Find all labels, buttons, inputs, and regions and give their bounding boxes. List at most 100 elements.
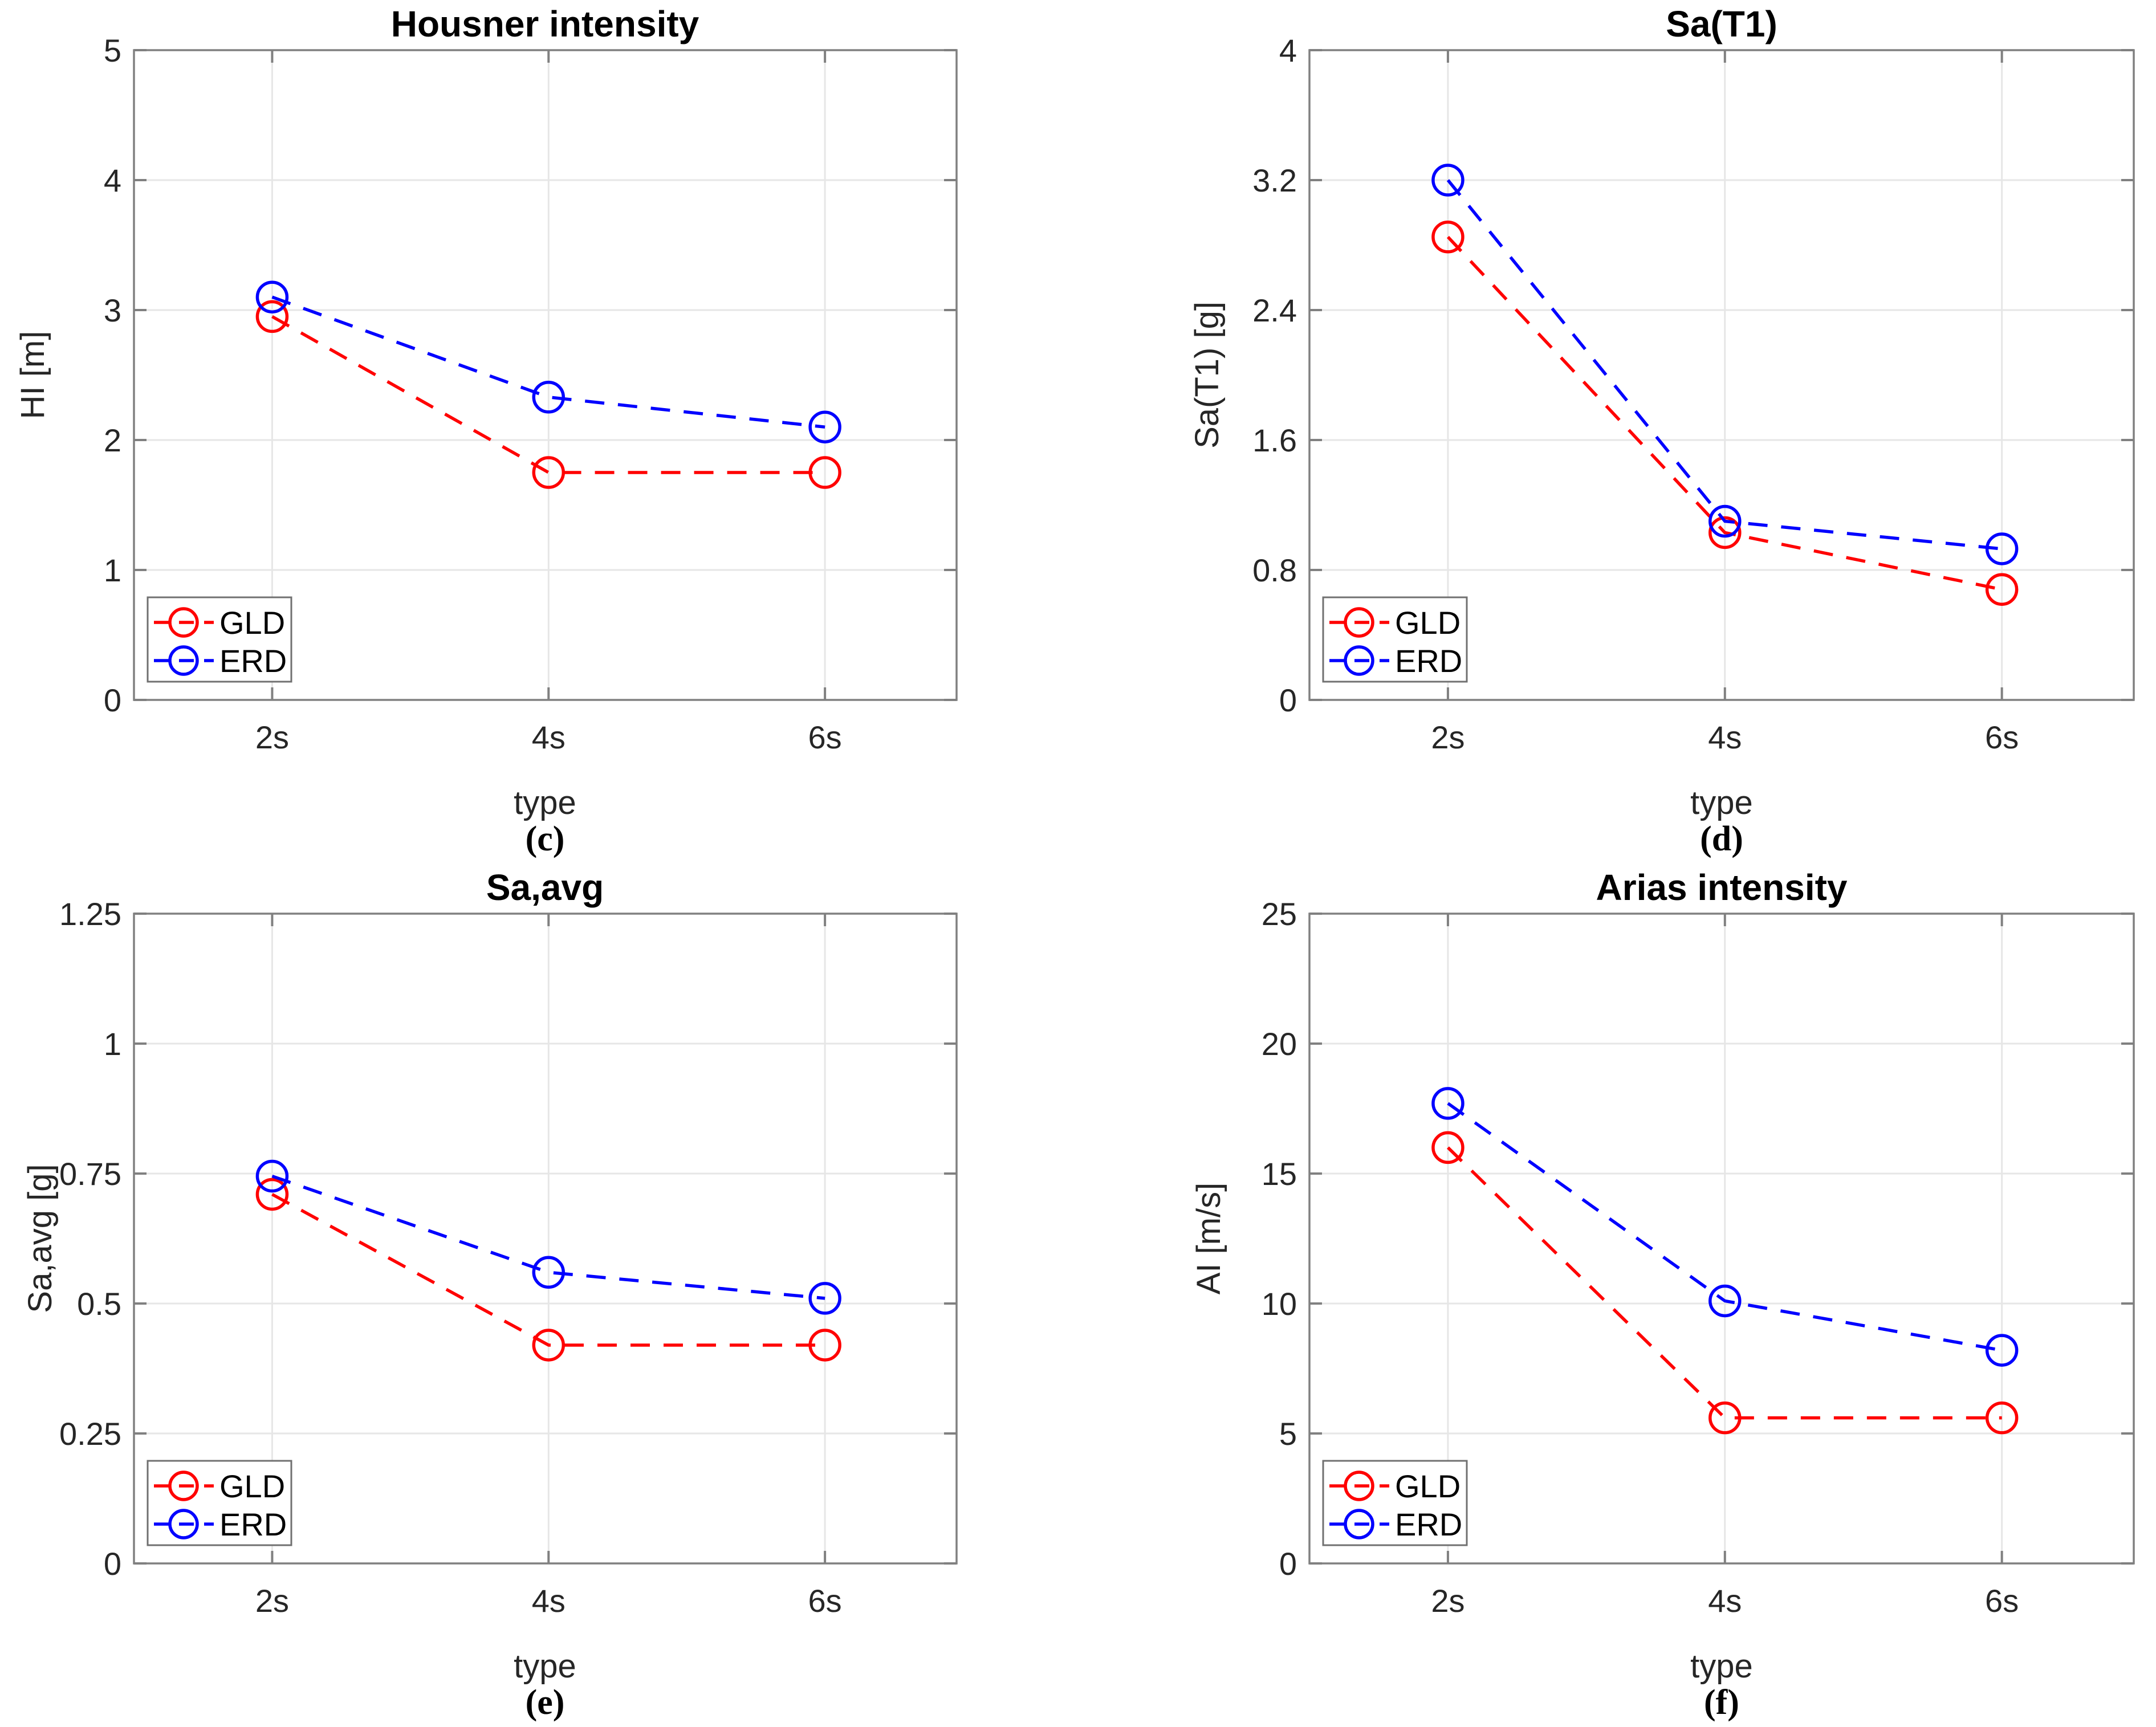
- y-tick-label: 1: [104, 1026, 121, 1062]
- legend-sample-marker: [168, 607, 199, 638]
- x-tick-label: 2s: [255, 719, 289, 755]
- plot-border: [133, 49, 958, 701]
- x-tick-label: 4s: [532, 719, 566, 755]
- series-gld-marker: [1708, 1401, 1742, 1435]
- legend-item-label: GLD: [219, 1468, 285, 1504]
- y-tick-label: 0: [1279, 682, 1297, 718]
- series-gld-line: [1447, 1146, 2002, 1420]
- series-erd-marker: [532, 381, 566, 414]
- series-erd-marker: [1708, 504, 1742, 538]
- x-tick-label: 4s: [532, 1583, 566, 1619]
- series-erd-line: [1447, 1102, 2003, 1352]
- legend-sample-marker: [168, 645, 199, 676]
- series-gld-marker: [255, 300, 289, 333]
- x-tick-label: 2s: [1431, 1583, 1465, 1619]
- y-tick-label: 5: [104, 32, 121, 68]
- y-tick-label: 10: [1262, 1286, 1297, 1322]
- chart-title: Arias intensity: [1596, 867, 1847, 908]
- panel-label: (e): [526, 1683, 565, 1722]
- y-tick-label: 25: [1262, 896, 1297, 932]
- series-erd-marker: [1985, 532, 2019, 565]
- legend-sample-marker: [1344, 1471, 1374, 1501]
- y-tick-label: 2.4: [1252, 292, 1297, 328]
- y-tick-label: 3: [104, 292, 121, 328]
- series-gld-marker: [532, 456, 566, 489]
- x-tick-label: 6s: [808, 1583, 842, 1619]
- y-tick-label: 1: [104, 552, 121, 588]
- y-axis-label: Sa,avg [g]: [22, 1164, 59, 1313]
- y-tick-label: 0.75: [59, 1156, 121, 1192]
- chart-title: Housner intensity: [391, 3, 699, 44]
- series-gld-marker: [1431, 1131, 1465, 1164]
- plot-border: [133, 913, 958, 1565]
- x-axis-label: type: [1690, 784, 1753, 821]
- y-tick-label: 0: [104, 1546, 121, 1582]
- legend-item-label: ERD: [1395, 643, 1462, 679]
- panel-label: (f): [1704, 1683, 1739, 1722]
- series-gld-line: [1446, 235, 2003, 591]
- y-tick-label: 1.25: [59, 896, 121, 932]
- y-tick-label: 0: [104, 682, 121, 718]
- x-tick-label: 6s: [808, 719, 842, 755]
- legend-item-label: GLD: [1395, 1468, 1461, 1504]
- legend-sample-marker: [1344, 607, 1374, 638]
- x-tick-label: 6s: [1985, 719, 2019, 755]
- legend-sample-marker: [168, 1471, 199, 1501]
- series-erd-line: [1446, 179, 2002, 551]
- plot-border: [1308, 913, 2135, 1565]
- series-erd-marker: [532, 1256, 566, 1289]
- series-gld-marker: [1431, 221, 1465, 254]
- legend-sample-marker: [168, 1509, 199, 1539]
- series-erd-marker: [808, 1282, 841, 1315]
- x-axis-label: type: [514, 784, 576, 821]
- x-tick-label: 2s: [255, 1583, 289, 1619]
- y-tick-label: 0.5: [77, 1286, 121, 1322]
- y-tick-label: 4: [1279, 32, 1297, 68]
- legend-item-label: GLD: [1395, 605, 1461, 641]
- series-gld-marker: [1708, 516, 1742, 549]
- y-axis-label: Sa(T1) [g]: [1189, 302, 1226, 449]
- y-tick-label: 0: [1279, 1546, 1297, 1582]
- y-axis-label: HI [m]: [14, 331, 51, 419]
- series-gld-marker: [532, 1329, 566, 1362]
- legend-item-label: ERD: [1395, 1506, 1462, 1542]
- y-tick-label: 1.6: [1252, 422, 1297, 458]
- series-gld-marker: [808, 1329, 841, 1362]
- legend-sample-marker: [1344, 1509, 1374, 1539]
- series-gld-line: [271, 1193, 825, 1347]
- series-erd-marker: [1985, 1334, 2019, 1367]
- series-gld-line: [271, 315, 825, 474]
- series-gld-marker: [1985, 573, 2019, 606]
- y-tick-label: 2: [104, 422, 121, 458]
- legend-item-label: ERD: [219, 1506, 287, 1542]
- x-tick-label: 6s: [1985, 1583, 2019, 1619]
- y-tick-label: 4: [104, 162, 121, 198]
- chart-title: Sa,avg: [486, 867, 604, 908]
- series-erd-marker: [255, 1159, 289, 1193]
- y-tick-label: 5: [1279, 1416, 1297, 1452]
- y-tick-label: 15: [1262, 1156, 1297, 1192]
- panel-label: (c): [526, 820, 565, 858]
- series-erd-line: [271, 295, 825, 429]
- series-erd-marker: [1708, 1284, 1742, 1318]
- x-axis-label: type: [514, 1648, 576, 1685]
- x-axis-label: type: [1690, 1648, 1753, 1685]
- legend-item-label: GLD: [219, 605, 285, 641]
- series-gld-marker: [808, 456, 841, 489]
- y-tick-label: 0.8: [1252, 552, 1297, 588]
- y-tick-label: 20: [1262, 1026, 1297, 1062]
- chart-title: Sa(T1): [1666, 3, 1777, 44]
- x-tick-label: 4s: [1708, 1583, 1742, 1619]
- x-tick-label: 4s: [1708, 719, 1742, 755]
- series-gld-marker: [1985, 1401, 2019, 1435]
- y-tick-label: 0.25: [59, 1416, 121, 1452]
- legend-item-label: ERD: [219, 643, 287, 679]
